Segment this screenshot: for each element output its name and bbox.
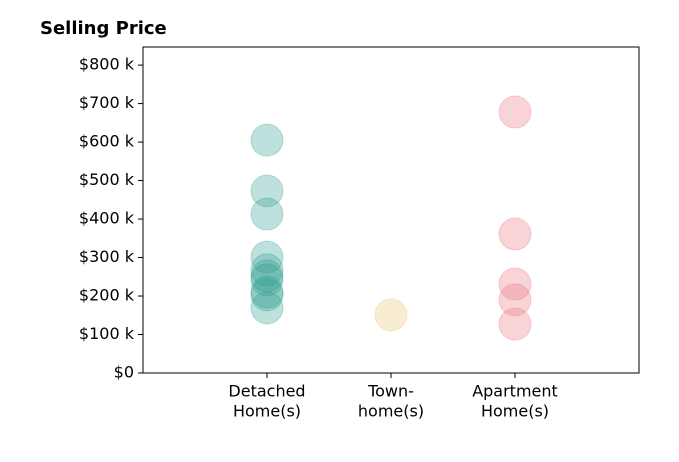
y-tick-label: $100 k	[79, 324, 135, 343]
point	[498, 217, 532, 251]
point	[498, 95, 532, 129]
point	[498, 307, 532, 341]
point	[498, 267, 532, 301]
x-tick-label: Home(s)	[481, 402, 549, 421]
y-tick-label: $300 k	[79, 247, 135, 266]
point	[250, 240, 284, 274]
point	[250, 253, 284, 287]
y-tick-label: $0	[114, 363, 134, 382]
y-tick-label: $400 k	[79, 209, 135, 228]
point	[250, 263, 284, 297]
point	[250, 197, 284, 231]
x-tick-label: Home(s)	[233, 402, 301, 421]
point	[374, 298, 408, 332]
x-tick-label: Town-	[367, 382, 414, 401]
point	[498, 283, 532, 317]
y-tick-label: $800 k	[79, 55, 135, 74]
point	[250, 291, 284, 325]
point	[250, 275, 284, 309]
point	[250, 259, 284, 293]
point	[250, 278, 284, 312]
x-tick-label: Detached	[228, 382, 305, 401]
point	[250, 174, 284, 208]
y-tick-label: $600 k	[79, 132, 135, 151]
chart-title: Selling Price	[40, 18, 167, 39]
x-tick-label: Apartment	[472, 382, 558, 401]
y-tick-label: $700 k	[79, 93, 135, 112]
y-tick-label: $200 k	[79, 286, 135, 305]
x-tick-label: home(s)	[358, 402, 424, 421]
point	[250, 123, 284, 157]
y-tick-label: $500 k	[79, 170, 135, 189]
